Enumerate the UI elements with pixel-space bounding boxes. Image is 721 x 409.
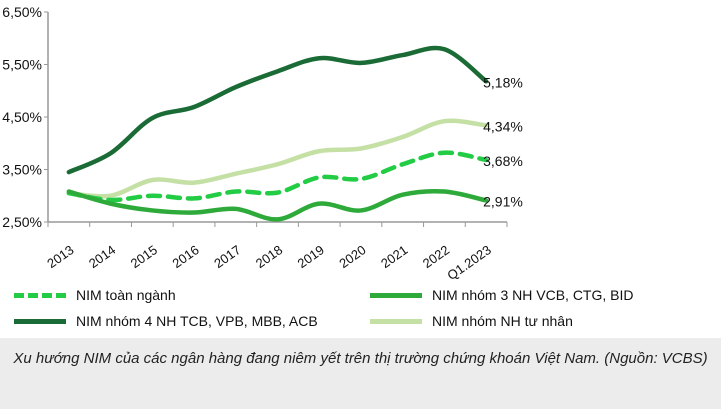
- legend-label: NIM nhóm 3 NH VCB, CTG, BID: [432, 287, 634, 303]
- caption: Xu hướng NIM của các ngân hàng đang niêm…: [0, 338, 721, 409]
- x-tick-label: 2017: [211, 242, 243, 271]
- x-tick-label: 2018: [253, 242, 285, 271]
- legend-item-tu-nhan: NIM nhóm NH tư nhân: [370, 313, 573, 329]
- end-data-label: 4,34%: [483, 118, 523, 134]
- end-data-label: 2,91%: [483, 193, 523, 209]
- nim-line-chart: 6,50% 5,50% 4,50% 3,50% 2,50%2013 2014 2015 201…: [2, 4, 523, 283]
- x-tick-label: Q1.2023: [444, 242, 493, 283]
- y-tick-label: 5,50%: [2, 57, 42, 73]
- x-tick-label: 2015: [128, 242, 160, 271]
- x-tick-label: 2022: [420, 242, 452, 271]
- legend-label: NIM nhóm NH tư nhân: [432, 313, 573, 329]
- legend-item-4nh: NIM nhóm 4 NH TCB, VPB, MBB, ACB: [14, 313, 318, 329]
- x-tick-label: 2021: [378, 242, 410, 271]
- end-data-label: 5,18%: [483, 74, 523, 90]
- y-tick-label: 4,50%: [2, 109, 42, 125]
- y-tick-label: 2,50%: [2, 214, 42, 230]
- legend-label: NIM toàn ngành: [76, 287, 176, 303]
- x-tick-label: 2020: [336, 242, 368, 271]
- series-line: [66, 45, 489, 175]
- x-tick-label: 2019: [295, 242, 327, 271]
- legend-item-toan-nganh: NIM toàn ngành: [14, 287, 176, 303]
- x-tick-label: 2014: [86, 242, 118, 271]
- x-tick-label: 2013: [44, 242, 76, 271]
- legend-label: NIM nhóm 4 NH TCB, VPB, MBB, ACB: [76, 313, 318, 329]
- legend-item-3nh: NIM nhóm 3 NH VCB, CTG, BID: [370, 287, 633, 303]
- end-data-label: 3,68%: [483, 153, 523, 169]
- x-tick-label: 2016: [169, 242, 201, 271]
- y-tick-label: 3,50%: [2, 162, 42, 178]
- series-line: [66, 188, 489, 222]
- y-tick-label: 6,50%: [2, 4, 42, 20]
